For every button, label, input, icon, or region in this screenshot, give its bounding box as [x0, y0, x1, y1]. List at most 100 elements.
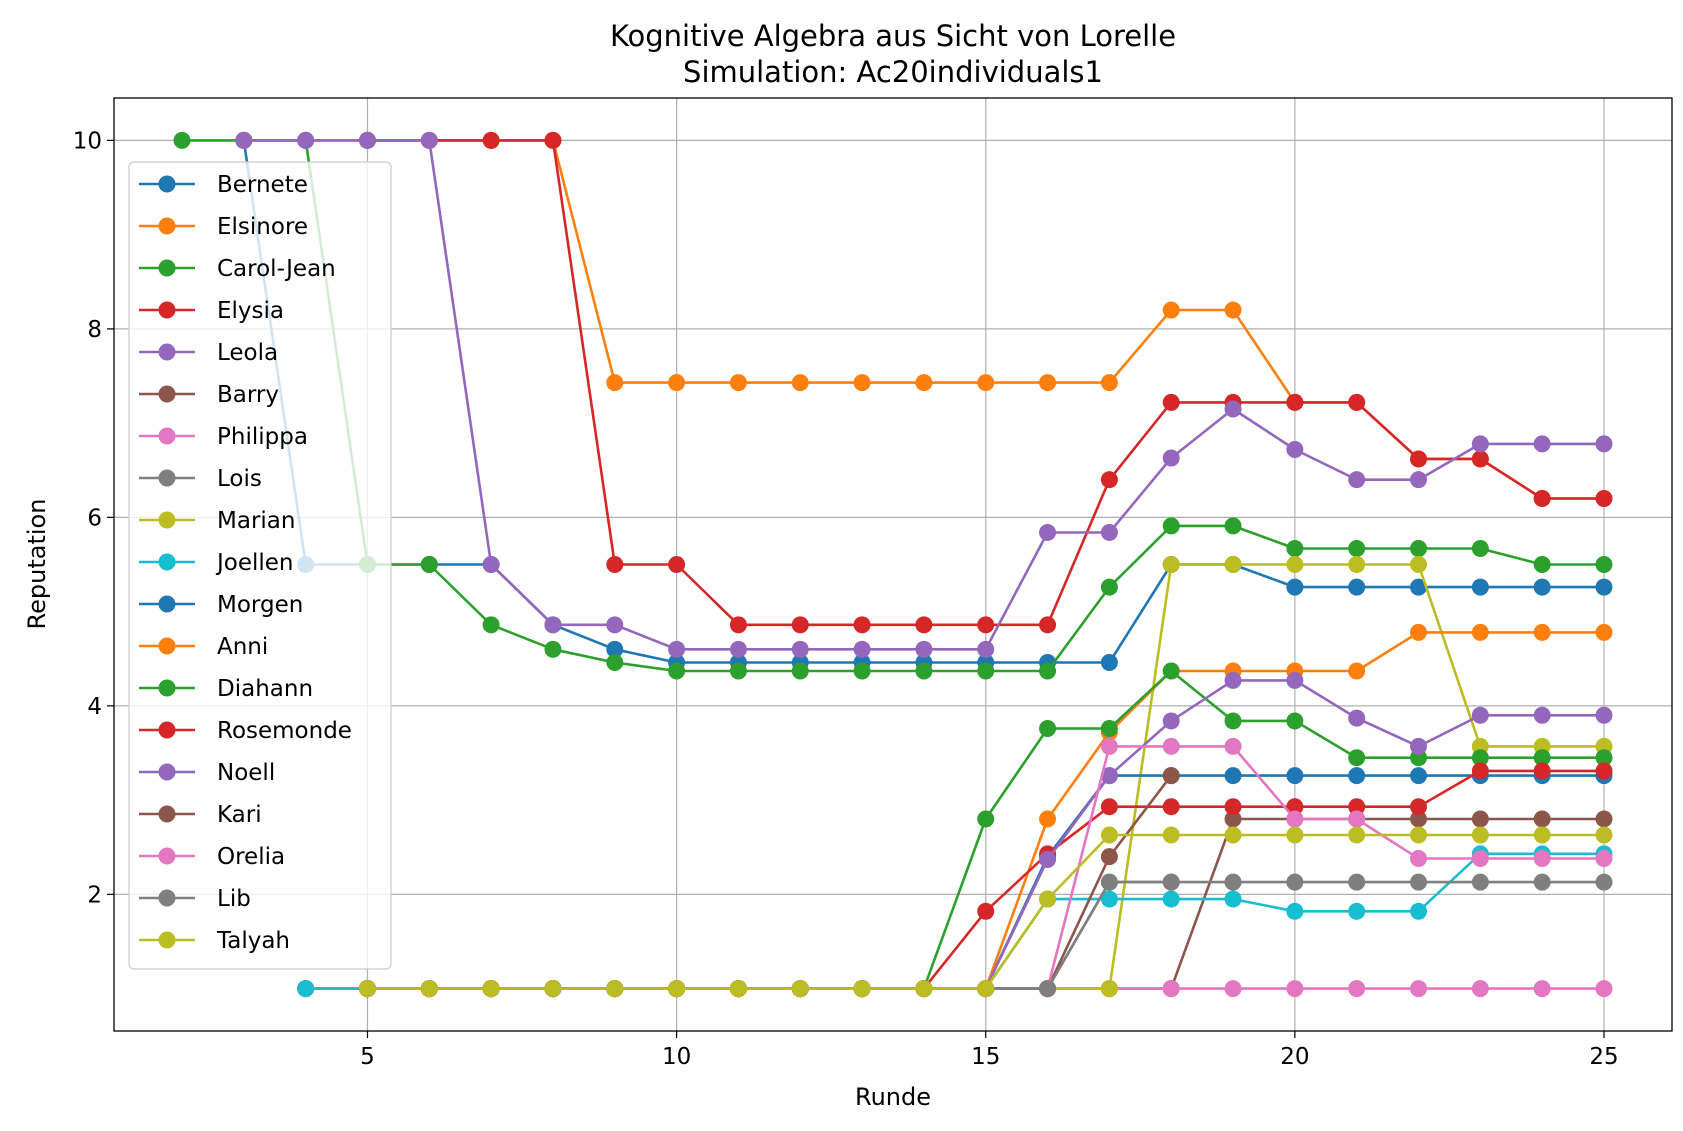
data-point	[1471, 980, 1489, 998]
data-point	[915, 640, 933, 658]
data-point	[1039, 616, 1057, 634]
data-point	[1162, 712, 1180, 730]
data-point	[1224, 810, 1242, 828]
legend-marker	[158, 427, 176, 445]
data-point	[791, 662, 809, 680]
y-tick-label: 6	[87, 505, 102, 531]
data-point	[1224, 301, 1242, 319]
data-point	[1162, 890, 1180, 908]
data-point	[1533, 749, 1551, 767]
data-point	[1410, 980, 1428, 998]
data-point	[791, 640, 809, 658]
data-point	[606, 640, 624, 658]
data-point	[1595, 826, 1613, 844]
data-point	[977, 616, 995, 634]
legend-label: Carol-Jean	[217, 256, 336, 282]
data-point	[1100, 578, 1118, 596]
data-point	[1533, 623, 1551, 641]
data-point	[1595, 762, 1613, 780]
data-point	[1533, 850, 1551, 868]
data-point	[977, 810, 995, 828]
data-point	[358, 131, 376, 149]
data-point	[1224, 671, 1242, 689]
y-axis-title: Reputation	[23, 499, 51, 630]
y-tick-label: 4	[87, 694, 102, 720]
data-point	[1162, 826, 1180, 844]
data-point	[1471, 623, 1489, 641]
data-point	[1162, 556, 1180, 573]
data-point	[1533, 762, 1551, 780]
data-point	[606, 556, 624, 573]
data-point	[1410, 767, 1428, 785]
data-point	[1410, 578, 1428, 596]
data-point	[606, 980, 624, 998]
x-tick-label: 25	[1589, 1044, 1618, 1070]
data-point	[1348, 471, 1366, 489]
data-point	[1471, 539, 1489, 557]
data-point	[668, 374, 686, 392]
data-point	[729, 640, 747, 658]
data-point	[1100, 374, 1118, 392]
legend-marker	[158, 343, 176, 361]
x-tick-label: 15	[971, 1044, 1000, 1070]
data-point	[1286, 902, 1304, 920]
data-point	[668, 640, 686, 658]
data-point	[1533, 578, 1551, 596]
legend-marker	[158, 259, 176, 277]
data-point	[1286, 826, 1304, 844]
data-point	[1533, 706, 1551, 724]
data-point	[977, 980, 995, 998]
data-point	[482, 556, 500, 573]
x-tick-label: 20	[1280, 1044, 1309, 1070]
data-point	[853, 616, 871, 634]
data-point	[1162, 517, 1180, 535]
data-point	[1224, 873, 1242, 891]
data-point	[1595, 980, 1613, 998]
data-point	[1286, 556, 1304, 573]
data-point	[729, 374, 747, 392]
data-point	[1410, 556, 1428, 573]
data-point	[1595, 556, 1613, 573]
data-point	[1533, 826, 1551, 844]
data-point	[1286, 873, 1304, 891]
legend-label: Orelia	[217, 844, 285, 870]
data-point	[668, 662, 686, 680]
data-point	[1100, 767, 1118, 785]
data-point	[1286, 441, 1304, 459]
data-point	[977, 662, 995, 680]
legend-label: Morgen	[217, 592, 303, 618]
data-point	[297, 131, 315, 149]
data-point	[1410, 850, 1428, 868]
chart-subtitle: Simulation: Ac20individuals1	[683, 55, 1103, 89]
data-point	[1471, 873, 1489, 891]
data-point	[1224, 826, 1242, 844]
data-point	[1595, 435, 1613, 453]
data-point	[1224, 980, 1242, 998]
data-point	[1039, 374, 1057, 392]
plot-frame	[113, 97, 1673, 1032]
data-point	[729, 616, 747, 634]
data-point	[791, 616, 809, 634]
x-axis-title: Runde	[855, 1083, 931, 1111]
legend-marker	[158, 679, 176, 697]
data-point	[915, 662, 933, 680]
data-point	[544, 616, 562, 634]
legend-label: Elysia	[217, 298, 284, 324]
data-point	[1286, 798, 1304, 816]
data-point	[1348, 556, 1366, 573]
legend-label: Diahann	[217, 676, 313, 702]
data-point	[420, 131, 438, 149]
data-point	[977, 902, 995, 920]
data-point	[1348, 873, 1366, 891]
data-point	[1348, 980, 1366, 998]
data-point	[1100, 737, 1118, 755]
series-talyah	[358, 826, 1613, 998]
legend-label: Lib	[217, 886, 251, 912]
data-point	[1224, 798, 1242, 816]
legend-label: Anni	[217, 634, 268, 660]
x-tick-label: 10	[662, 1044, 691, 1070]
data-point	[1348, 798, 1366, 816]
data-point	[1471, 850, 1489, 868]
data-point	[482, 616, 500, 634]
data-point	[1410, 810, 1428, 828]
